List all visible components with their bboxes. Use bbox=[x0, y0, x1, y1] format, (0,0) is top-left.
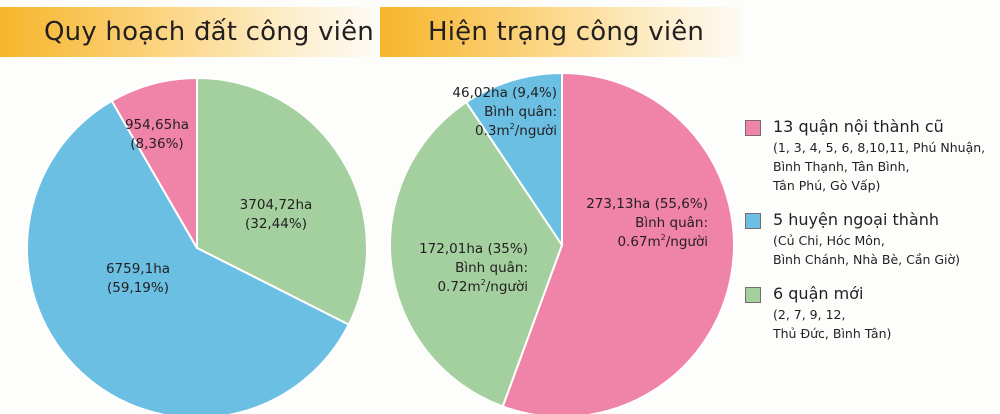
slice-per-capita-label: Bình quân: bbox=[484, 104, 557, 120]
slice-label-planned-new-districts: 3704,72ha (32,44%) bbox=[226, 196, 326, 234]
slice-value: 273,13ha (55,6%) bbox=[586, 196, 708, 212]
slice-label-current-suburban: 46,02ha (9,4%) Bình quân: 0.3m2/người bbox=[430, 84, 557, 141]
pie-slice bbox=[465, 72, 563, 246]
legend-item-inner-city: 13 quận nội thành cũ (1, 3, 4, 5, 6, 8,1… bbox=[745, 116, 1000, 195]
legend-item-suburban: 5 huyện ngoại thành (Củ Chi, Hóc Môn, Bì… bbox=[745, 209, 1000, 269]
slice-value: 3704,72ha bbox=[239, 197, 313, 213]
slice-value: 172,01ha (35%) bbox=[419, 241, 528, 257]
slice-label-planned-inner-city: 954,65ha (8,36%) bbox=[117, 116, 197, 154]
chart-title-planned-text: Quy hoạch đất công viên bbox=[44, 17, 374, 47]
slice-per-capita-label: Bình quân: bbox=[455, 260, 528, 276]
pie-slice bbox=[196, 77, 368, 326]
legend-swatch-blue bbox=[745, 213, 761, 229]
slice-per-capita-label: Bình quân: bbox=[635, 215, 708, 231]
slice-per-capita: 0.72m2/người bbox=[437, 278, 528, 296]
legend-item-new-districts: 6 quận mới (2, 7, 9, 12, Thủ Đức, Bình T… bbox=[745, 283, 1000, 343]
chart-title-planned: Quy hoạch đất công viên bbox=[0, 7, 375, 57]
slice-percent: (32,44%) bbox=[244, 216, 307, 232]
slice-percent: (8,36%) bbox=[130, 136, 184, 152]
pie-current bbox=[389, 72, 735, 414]
slice-value: 6759,1ha bbox=[105, 261, 171, 277]
pie-slice bbox=[26, 99, 350, 414]
slice-value: 954,65ha bbox=[124, 117, 190, 133]
slice-per-capita: 0.67m2/người bbox=[617, 233, 708, 251]
slice-label-current-new-districts: 172,01ha (35%) Bình quân: 0.72m2/người bbox=[400, 240, 528, 297]
legend-detail: (Củ Chi, Hóc Môn, Bình Chánh, Nhà Bè, Cầ… bbox=[773, 233, 961, 267]
pie-slice bbox=[110, 77, 198, 249]
legend: 13 quận nội thành cũ (1, 3, 4, 5, 6, 8,1… bbox=[745, 116, 1000, 357]
pie-slice bbox=[501, 72, 735, 414]
pie-slice bbox=[389, 101, 563, 408]
chart-title-current-text: Hiện trạng công viên bbox=[428, 17, 705, 47]
slice-percent: (59,19%) bbox=[106, 280, 169, 296]
legend-title: 13 quận nội thành cũ bbox=[773, 117, 944, 136]
legend-swatch-pink bbox=[745, 120, 761, 136]
legend-title: 6 quận mới bbox=[773, 284, 864, 303]
legend-detail: (2, 7, 9, 12, Thủ Đức, Bình Tân) bbox=[773, 307, 892, 341]
legend-detail: (1, 3, 4, 5, 6, 8,10,11, Phú Nhuận, Bình… bbox=[773, 140, 986, 193]
slice-label-current-inner-city: 273,13ha (55,6%) Bình quân: 0.67m2/người bbox=[570, 195, 708, 252]
slice-value: 46,02ha (9,4%) bbox=[452, 85, 557, 101]
slice-per-capita: 0.3m2/người bbox=[475, 122, 557, 140]
legend-swatch-green bbox=[745, 287, 761, 303]
pie-planned bbox=[26, 77, 368, 414]
legend-title: 5 huyện ngoại thành bbox=[773, 210, 940, 229]
chart-title-current: Hiện trạng công viên bbox=[380, 7, 742, 57]
slice-label-planned-suburban: 6759,1ha (59,19%) bbox=[88, 260, 188, 298]
